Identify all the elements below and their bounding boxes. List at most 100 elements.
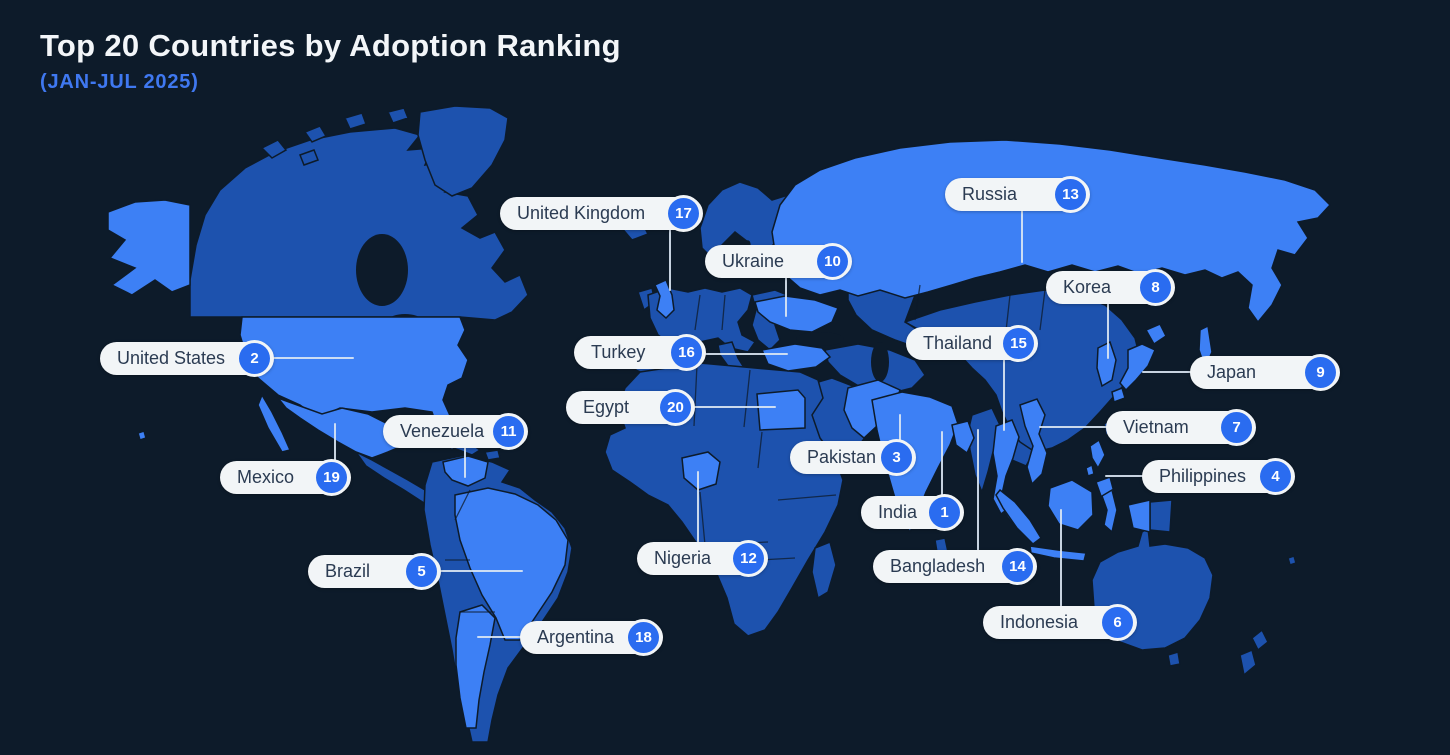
country-label-japan: Japan 9 [1190, 356, 1340, 389]
japan [1111, 323, 1167, 404]
country-name: Nigeria [654, 548, 712, 568]
country-label-philippines: Philippines 4 [1142, 460, 1295, 493]
country-label-russia: Russia 13 [945, 178, 1090, 211]
hispaniola [483, 449, 501, 461]
caspian-sea [871, 342, 889, 382]
rank-badge: 17 [668, 198, 699, 229]
page-subtitle: (JAN-JUL 2025) [40, 71, 199, 93]
country-name: Argentina [537, 627, 615, 647]
russia [771, 139, 1332, 324]
country-name: Japan [1207, 362, 1257, 382]
indonesia-west-new-guinea [1127, 499, 1151, 533]
new-guinea-east [1149, 499, 1173, 533]
country-name: Egypt [583, 397, 630, 417]
rank-badge: 14 [1002, 551, 1033, 582]
indonesia-sumatra [995, 488, 1042, 545]
rank-badge: 5 [406, 556, 437, 587]
indonesia-borneo [1047, 479, 1094, 531]
alaska [107, 199, 191, 296]
page-title: Top 20 Countries by Adoption Ranking [40, 28, 621, 63]
fiji-specks [1287, 555, 1297, 566]
rank-badge: 11 [493, 416, 524, 447]
greenland [417, 105, 509, 197]
rank-badge: 9 [1305, 357, 1336, 388]
rank-badge: 19 [316, 462, 347, 493]
tasmania [1167, 651, 1181, 667]
country-label-turkey: Turkey 16 [574, 336, 706, 369]
header: Top 20 Countries by Adoption Ranking (JA… [40, 28, 621, 94]
hawaii [137, 430, 147, 441]
brazil [454, 487, 569, 641]
country-name: Turkey [591, 342, 646, 362]
country-label-argentina: Argentina 18 [520, 621, 663, 654]
country-name: Vietnam [1123, 417, 1189, 437]
nigeria [681, 451, 721, 491]
country-label-india: India 1 [861, 496, 964, 529]
country-label-brazil: Brazil 5 [308, 555, 441, 588]
philippines [1085, 438, 1115, 501]
rank-badge: 2 [239, 343, 270, 374]
africa [604, 362, 844, 637]
country-name: United Kingdom [517, 203, 646, 223]
country-label-united-states: United States 2 [100, 342, 274, 375]
ukraine [754, 295, 840, 333]
highlighted-group [107, 139, 1332, 729]
mexico [275, 396, 423, 459]
rank-badge: 13 [1055, 179, 1086, 210]
arctic-islands [260, 107, 449, 166]
country-name: Russia [962, 184, 1018, 204]
rank-badge: 18 [628, 622, 659, 653]
country-name: Philippines [1159, 466, 1247, 486]
rank-badge: 4 [1260, 461, 1291, 492]
rank-badge: 10 [817, 246, 848, 277]
new-zealand [1239, 628, 1269, 677]
egypt [756, 389, 806, 431]
connector-lines [273, 210, 1192, 638]
country-label-mexico: Mexico 19 [220, 461, 351, 494]
country-name: Bangladesh [890, 556, 986, 576]
black-sea [796, 332, 844, 346]
madagascar [811, 540, 837, 600]
rank-badge: 12 [733, 543, 764, 574]
country-label-vietnam: Vietnam 7 [1106, 411, 1256, 444]
rank-badge: 1 [929, 497, 960, 528]
country-label-egypt: Egypt 20 [566, 391, 695, 424]
country-name: India [878, 502, 918, 522]
rank-badge: 20 [660, 392, 691, 423]
country-name: United States [117, 348, 226, 368]
vietnam [1019, 398, 1048, 486]
turkey [760, 343, 832, 372]
country-name: Mexico [237, 467, 295, 487]
bangladesh [951, 420, 975, 455]
country-name: Pakistan [807, 447, 877, 467]
country-name: Venezuela [400, 421, 485, 441]
country-label-ukraine: Ukraine 10 [705, 245, 852, 278]
country-name: Brazil [325, 561, 371, 581]
mexico-baja [257, 393, 292, 453]
country-label-united-kingdom: United Kingdom 17 [500, 197, 703, 230]
country-label-nigeria: Nigeria 12 [637, 542, 768, 575]
country-label-korea: Korea 8 [1046, 271, 1175, 304]
country-name: Korea [1063, 277, 1112, 297]
rank-badge: 8 [1140, 272, 1171, 303]
country-name: Indonesia [1000, 612, 1079, 632]
country-label-thailand: Thailand 15 [906, 327, 1038, 360]
rank-badge: 16 [671, 337, 702, 368]
rank-badge: 15 [1003, 328, 1034, 359]
country-label-indonesia: Indonesia 6 [983, 606, 1137, 639]
indonesia-java [1029, 545, 1087, 562]
country-label-venezuela: Venezuela 11 [383, 415, 528, 448]
argentina [455, 604, 496, 729]
korea [1096, 340, 1117, 388]
country-label-bangladesh: Bangladesh 14 [873, 550, 1037, 583]
country-name: Ukraine [722, 251, 785, 271]
country-name: Thailand [923, 333, 993, 353]
central-america [355, 451, 434, 504]
rank-badge: 3 [881, 442, 912, 473]
rank-badge: 7 [1221, 412, 1252, 443]
hudson-bay [356, 234, 408, 306]
indonesia-sulawesi [1101, 488, 1118, 534]
rank-badge: 6 [1102, 607, 1133, 638]
